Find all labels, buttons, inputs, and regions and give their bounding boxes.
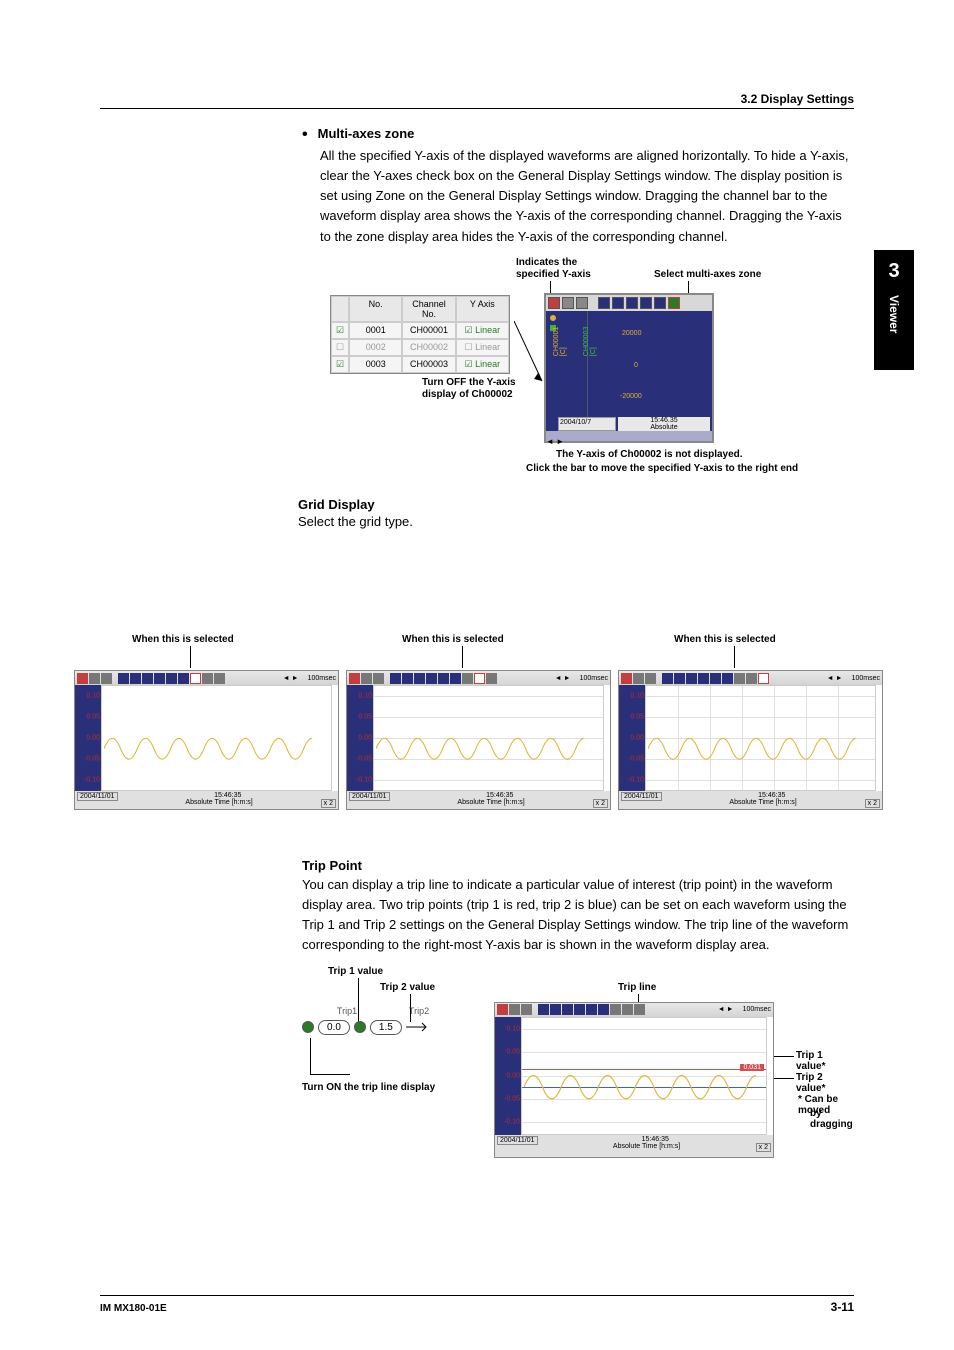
label-note-2: by dragging [810,1108,854,1130]
trip-settings-block: Trip1 Trip2 0.0 1.5 [302,1006,462,1039]
mini-toolbar-3: ◄ ► 100msec [619,671,882,685]
label-select-multi: Select multi-axes zone [654,269,761,280]
wave-3 [648,728,856,770]
zoomout-icon[interactable] [576,297,588,309]
label-trip2-star: Trip 2 value* [796,1072,854,1094]
yaxis-strip-2: CH00003 [C] [588,311,618,417]
trippoint-title: Trip Point [302,858,854,873]
chapter-number: 3 [874,250,914,283]
label-not-displayed: The Y-axis of Ch00002 is not displayed. [556,449,743,460]
grid-panel-2: ◄ ► 100msec 0.10 0.05 0.00 -0.05 -0.10 [346,670,611,810]
multiaxes-title: Multi-axes zone [318,126,415,144]
label-turnoff-1: Turn OFF the Y-axis [422,377,516,388]
label-turnon: Turn ON the trip line display [302,1082,435,1093]
header-rule [100,108,854,109]
mini-bstrip-1: 2004/11/01 15:46:35 Absolute Time [h:m:s… [75,791,338,809]
bullet: • [302,126,308,144]
plot-footer: 15:46.35 Absolute [618,417,710,431]
multiaxes-figure: Indicates the specified Y-axis Select mu… [320,257,854,477]
multiaxes-icon[interactable] [668,297,680,309]
grid-label-3: When this is selected [674,634,776,645]
section-header: 3.2 Display Settings [741,92,854,106]
wave-2 [376,728,584,770]
trip-wave [524,1064,756,1110]
footer-doc-id: IM MX180-01E [100,1303,167,1314]
record-icon[interactable] [548,297,560,309]
mini-plot-2: 0.10 0.05 0.00 -0.05 -0.10 [373,685,604,791]
multiaxes-plot-panel: CH00001 [C] CH00003 [C] 20000 0 -20000 1… [544,293,714,443]
grid-full-icon[interactable] [758,673,769,684]
grid-panel-1: ◄ ► 100msec 0.10 0.05 0.00 -0.05 -0.10 2… [74,670,339,810]
bar4-icon[interactable] [640,297,652,309]
arrow-leader [514,317,548,385]
label-turnoff-2: display of Ch00002 [422,389,513,400]
label-tripline: Trip line [618,982,656,993]
mini-plot-1: 0.10 0.05 0.00 -0.05 -0.10 [101,685,332,791]
label-indicates: Indicates the [516,257,577,268]
trip-plot: 0.10 0.05 0.00 -0.05 -0.10 0.031 [521,1017,767,1135]
grid-label-1: When this is selected [132,634,234,645]
grid-display-figures: When this is selected When this is selec… [74,634,944,814]
grid-label-2: When this is selected [402,634,504,645]
label-trip1-star: Trip 1 value* [796,1050,854,1072]
grid-major-icon[interactable] [474,673,485,684]
grid-panel-3: ◄ ► 100msec 0.10 0.05 0.00 -0.05 [618,670,883,810]
trip-plot-panel: ◄ ► 100msec 0.10 0.05 0.00 -0.05 -0.10 [494,1002,774,1158]
bar2-icon[interactable] [612,297,624,309]
wave-1 [104,728,312,770]
mini-toolbar-2: ◄ ► 100msec [347,671,610,685]
label-specified: specified Y-axis [516,269,591,280]
mini-toolbar-1: ◄ ► 100msec [75,671,338,685]
trip2-value-input[interactable]: 1.5 [370,1020,402,1035]
th-ch: Channel No. [402,296,455,322]
label-trip2-value: Trip 2 value [380,982,435,993]
plot-hscroll[interactable]: ◄ ► [546,431,712,441]
grid-display-title: Grid Display [298,497,854,512]
zoomin-icon[interactable] [562,297,574,309]
trip2-toggle[interactable] [354,1021,366,1033]
label-click-bar: Click the bar to move the specified Y-ax… [526,463,798,474]
plot-date: 2004/10/7 [558,417,616,431]
trip1-toggle[interactable] [302,1021,314,1033]
plot-toolbar [546,295,712,311]
grid-display-body: Select the grid type. [298,514,854,529]
multiaxes-paragraph: All the specified Y-axis of the displaye… [320,146,854,247]
trippoint-figure: Trip 1 value Trip 2 value Trip1 Trip2 0.… [302,966,854,1196]
channel-table: No. Channel No. Y Axis ☑ 0001 CH00001 ☑ … [330,295,510,374]
trip-toolbar: ◄ ► 100msec [495,1003,773,1017]
th-no: No. [349,296,402,322]
label-trip1-value: Trip 1 value [328,966,383,977]
grid-none-icon[interactable] [190,673,201,684]
chapter-tab: 3 Viewer [874,250,914,370]
mini-plot-3: 0.10 0.05 0.00 -0.05 -0.10 [645,685,876,791]
trippoint-paragraph: You can display a trip line to indicate … [302,875,854,956]
bar-icon[interactable] [598,297,610,309]
bar3-icon[interactable] [626,297,638,309]
footer-rule [100,1295,854,1296]
trip1-value-input[interactable]: 0.0 [318,1020,350,1035]
bar5-icon[interactable] [654,297,666,309]
footer-page: 3-11 [831,1300,854,1314]
plot-grid: 20000 0 -20000 [618,311,710,417]
th-yaxis: Y Axis [456,296,509,322]
chapter-label: Viewer [887,295,901,333]
arrow-icon [406,1022,432,1032]
